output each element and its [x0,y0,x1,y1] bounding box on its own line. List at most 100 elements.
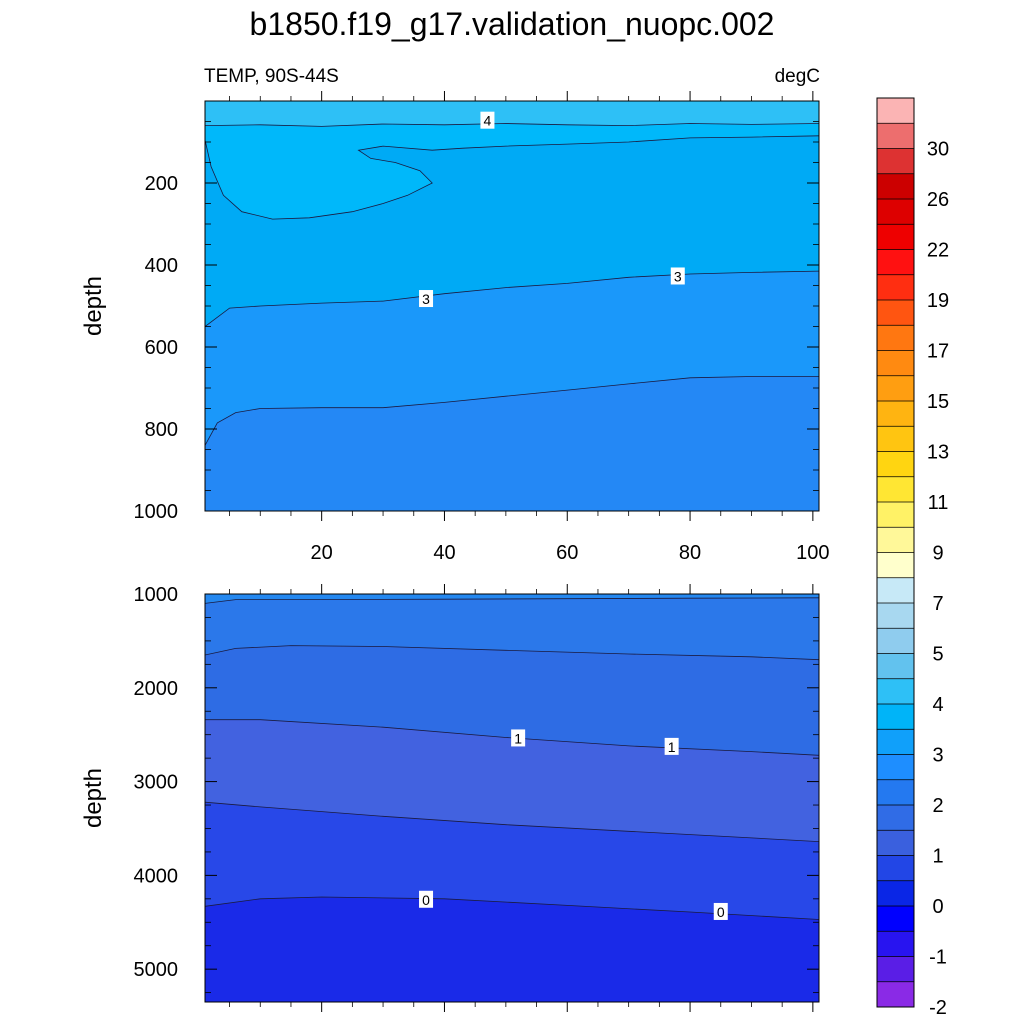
top-contour-label: 4 [480,111,495,129]
colorbar-label: 17 [927,341,949,363]
top-ytick-label: 600 [145,337,178,359]
colorbar-swatch [877,98,914,124]
colorbar-label: 2 [932,795,943,817]
colorbar-swatch [877,375,914,402]
colorbar-swatch [877,502,914,528]
top-ytick-label: 800 [145,419,178,441]
bottom-panel: 1 1 0 0 1000 2000 3000 4000 5000 depth [80,584,820,1012]
colorbar-swatch [877,274,914,301]
colorbar-swatch [877,956,914,983]
colorbar-label: 7 [932,593,943,615]
top-ylabel: depth [80,276,107,336]
colorbar-swatch [877,476,914,503]
top-contour-label-text: 3 [674,268,682,284]
colorbar-swatch [877,401,914,427]
colorbar-label: 30 [927,139,949,161]
colorbar-swatch [877,855,914,882]
colorbar-swatch [877,805,914,831]
bottom-contour-label-text: 0 [422,892,430,908]
top-ytick-label: 400 [145,255,178,277]
bottom-contour-label-text: 0 [717,904,725,920]
bottom-contour-line [205,896,819,920]
colorbar-swatch [877,678,914,705]
top-contour-label-box [419,290,434,308]
colorbar-frame [876,97,915,1008]
colorbar-swatch [877,880,914,907]
bottom-contour-line [205,597,819,604]
colorbar-swatch [877,451,914,478]
colorbar-swatch [877,704,914,730]
bottom-contour-label: 1 [511,729,526,747]
colorbar-swatch [877,603,914,629]
colorbar-label: 19 [927,290,949,312]
colorbar-swatch [877,173,914,200]
top-fill-band [205,376,819,511]
top-ytick-label: 1000 [134,501,179,523]
bottom-contour-label-text: 1 [514,730,522,746]
colorbar-label: 13 [927,442,949,464]
top-xtick-label: 80 [679,542,701,564]
colorbar-swatch [877,249,914,276]
top-contour-line [205,135,819,220]
bottom-axes: 1000 2000 3000 4000 5000 depth [80,584,819,1012]
top-xtick-label: 100 [796,542,829,564]
colorbar-swatch [877,552,914,579]
bottom-contour-label: 1 [664,737,679,755]
top-contour-label-text: 3 [422,291,430,307]
top-contour-label-box [670,267,685,285]
colorbar-label: -1 [929,947,947,969]
colorbar-label: 1 [932,846,943,868]
bottom-contour-label-box [419,890,434,908]
top-axes: 200 400 600 800 1000 20 40 60 80 100 depth [80,91,830,564]
top-contour-label-box [480,111,495,129]
colorbar-swatch [877,577,914,604]
top-contour-line [205,270,819,327]
bottom-contour-label: 0 [713,902,728,920]
top-xtick-label: 20 [311,542,333,564]
colorbar-label: 26 [927,189,949,211]
colorbar-swatch [877,300,914,326]
bottom-contour-label: 0 [419,890,434,908]
bottom-contour-label-box [511,729,526,747]
colorbar-label: 11 [928,492,949,514]
bottom-fill-band [205,897,819,1002]
top-contour-label: 3 [419,290,434,308]
bottom-contour-line [205,801,819,842]
colorbar-swatch [877,224,914,250]
bottom-frame [204,593,820,1003]
top-panel: 4 3 3 200 400 600 800 1000 20 40 60 80 100 depth [80,91,830,564]
colorbar-swatch [877,350,914,377]
colorbar-swatch [877,123,914,149]
colorbar-swatch [877,906,914,932]
colorbar-label: 22 [927,240,949,262]
bottom-ytick-label: 1000 [134,584,179,606]
top-contour-label: 3 [670,267,685,285]
bottom-contour-line [205,719,819,756]
top-xtick-label: 40 [433,542,455,564]
colorbar-label: 3 [932,745,943,767]
bottom-contour-label-text: 1 [668,739,676,755]
colorbar-label: 9 [932,543,943,565]
bottom-plot-area [205,594,819,1002]
top-xtick-label: 60 [556,542,578,564]
colorbar-label: 5 [932,644,943,666]
colorbar-swatch [877,830,914,856]
colorbar-swatch [877,779,914,806]
colorbar-swatch [877,754,914,781]
colorbar-label: 0 [932,896,943,918]
colorbar-swatch [877,199,914,225]
bottom-ytick-label: 5000 [134,959,179,981]
colorbar-swatch [877,931,914,957]
top-plot-area [205,101,819,511]
top-contour-label-text: 4 [484,113,492,129]
top-contour-line [205,376,819,446]
panel-left-label: TEMP, 90S-44S [204,66,339,87]
bottom-ytick-label: 2000 [134,678,179,700]
colorbar-swatch [877,981,914,1008]
colorbar-label: 4 [932,694,943,716]
colorbar-swatch [877,148,914,175]
bottom-contour-line [205,645,819,661]
chart-title: b1850.f19_g17.validation_nuopc.002 [250,6,775,42]
bottom-contour-label-box [664,737,679,755]
